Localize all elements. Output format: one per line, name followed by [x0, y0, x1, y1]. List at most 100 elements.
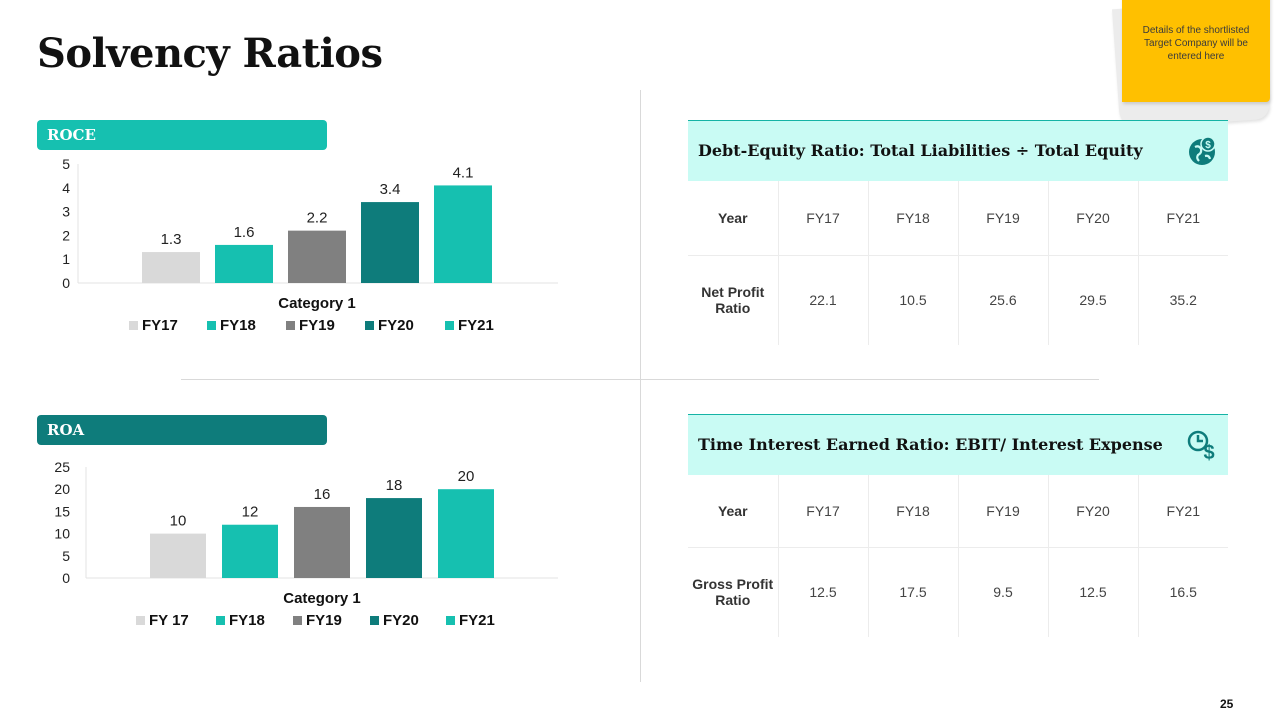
table-cell: Net Profit Ratio [688, 255, 779, 345]
table-row: Year FY17 FY18 FY19 FY20 FY21 [688, 181, 1228, 256]
table-cell: Gross Profit Ratio [688, 547, 779, 637]
x-category-label: Category 1 [278, 295, 356, 312]
interest-earned-panel: Time Interest Earned Ratio: EBIT/ Intere… [688, 414, 1228, 637]
legend-swatch [286, 321, 295, 330]
data-label: 18 [386, 477, 403, 494]
table-cell: FY21 [1138, 181, 1228, 256]
table-cell: 22.1 [778, 255, 869, 345]
bar [434, 185, 492, 283]
table-cell: FY21 [1138, 475, 1228, 548]
legend-swatch [365, 321, 374, 330]
table-cell: FY20 [1048, 475, 1139, 548]
debt-equity-panel: Debt-Equity Ratio: Total Liabilities ÷ T… [688, 120, 1228, 345]
y-tick-label: 5 [62, 548, 70, 564]
table-cell: FY18 [868, 181, 959, 256]
table-cell: FY18 [868, 475, 959, 548]
debt-equity-table: Year FY17 FY18 FY19 FY20 FY21 Net Profit… [688, 181, 1228, 345]
table-cell: Year [688, 475, 779, 548]
table-cell: FY17 [778, 181, 869, 256]
data-label: 10 [170, 513, 187, 530]
table-cell: FY19 [958, 475, 1049, 548]
y-tick-label: 25 [54, 459, 70, 475]
y-tick-label: 4 [62, 180, 70, 196]
interest-earned-table: Year FY17 FY18 FY19 FY20 FY21 Gross Prof… [688, 475, 1228, 637]
legend-label: FY19 [306, 612, 342, 629]
svg-text:$: $ [1205, 140, 1211, 151]
table-row: Year FY17 FY18 FY19 FY20 FY21 [688, 475, 1228, 548]
table-cell: Year [688, 181, 779, 256]
bar [142, 252, 200, 283]
y-tick-label: 3 [62, 204, 70, 220]
bar [438, 489, 494, 578]
roce-chart-svg: 0 1 2 3 4 5 1.3 1.6 2.2 3.4 4.1 Category 1 FY17 FY18 F… [62, 156, 558, 332]
legend-swatch [207, 321, 216, 330]
sticky-note-text: Details of the shortlisted Target Compan… [1142, 25, 1250, 62]
data-label: 3.4 [380, 181, 401, 198]
roce-chart: 0 1 2 3 4 5 1.3 1.6 2.2 3.4 4.1 Category 1 FY17 FY18 F… [40, 152, 580, 332]
y-tick-label: 20 [54, 481, 70, 497]
data-label: 1.3 [161, 231, 182, 248]
vertical-divider [640, 90, 641, 682]
table-cell: 16.5 [1169, 584, 1197, 601]
page-number: 25 [1220, 697, 1234, 711]
table-cell: 29.5 [1048, 255, 1139, 345]
y-tick-label: 10 [54, 526, 70, 542]
svg-text:$: $ [1203, 442, 1214, 461]
table-cell: FY19 [958, 181, 1049, 256]
legend-label: FY 17 [149, 612, 189, 629]
y-tick-label: 15 [54, 503, 70, 519]
clock-dollar-icon: $ [1187, 430, 1215, 461]
legend-label: FY18 [220, 317, 256, 332]
sticky-note: Details of the shortlisted Target Compan… [1111, 0, 1272, 130]
legend-swatch [370, 616, 379, 625]
legend-label: FY19 [299, 317, 335, 332]
table-cell: 17.5 [868, 547, 959, 637]
legend-label: FY17 [142, 317, 178, 332]
legend-swatch [446, 616, 455, 625]
legend-swatch [136, 616, 145, 625]
bar [288, 230, 346, 283]
table-row: Gross Profit Ratio 12.5 17.5 9.5 12.5 16… [688, 547, 1228, 637]
table-cell: 12.5 [1048, 547, 1139, 637]
debt-equity-heading: Debt-Equity Ratio: Total Liabilities ÷ T… [698, 141, 1143, 160]
legend-swatch [216, 616, 225, 625]
bar [366, 498, 422, 578]
y-tick-label: 2 [62, 227, 70, 243]
interest-earned-heading: Time Interest Earned Ratio: EBIT/ Intere… [698, 435, 1163, 454]
legend-label: FY20 [378, 317, 414, 332]
bar [222, 524, 278, 578]
dollar-globe-icon: $ [1189, 136, 1216, 165]
legend-label: FY18 [229, 612, 265, 629]
legend-label: FY20 [383, 612, 419, 629]
y-tick-label: 0 [62, 275, 70, 291]
legend-swatch [293, 616, 302, 625]
legend-swatch [129, 321, 138, 330]
data-label: 16 [314, 486, 331, 503]
bar [215, 244, 273, 283]
horizontal-divider [181, 379, 1099, 380]
page-title: Solvency Ratios [37, 30, 383, 77]
roa-chart: 0 5 10 15 20 25 10 12 16 18 20 Category 1 FY 17 FY18 F… [40, 455, 580, 630]
roa-section-label: ROA [37, 415, 327, 445]
bar [361, 202, 419, 283]
table-cell: 10.5 [868, 255, 959, 345]
table-cell: FY17 [778, 475, 869, 548]
y-tick-label: 5 [62, 156, 70, 172]
y-tick-label: 1 [62, 251, 70, 267]
roce-section-label: ROCE [37, 120, 327, 150]
table-cell: 9.5 [958, 547, 1049, 637]
legend-label: FY21 [459, 612, 495, 629]
sticky-note-paper [1122, 0, 1270, 102]
data-label: 20 [458, 468, 475, 485]
legend-label: FY21 [458, 317, 494, 332]
table-cell: 12.5 [778, 547, 869, 637]
data-label: 4.1 [453, 164, 474, 181]
roa-chart-svg: 0 5 10 15 20 25 10 12 16 18 20 Category 1 FY 17 FY18 F… [54, 459, 558, 629]
table-cell: 35.2 [1169, 292, 1197, 309]
legend-swatch [445, 321, 454, 330]
debt-equity-header: Debt-Equity Ratio: Total Liabilities ÷ T… [688, 120, 1228, 181]
x-category-label: Category 1 [283, 590, 361, 607]
table-cell: FY20 [1048, 181, 1139, 256]
data-label: 1.6 [234, 224, 255, 241]
table-cell: 25.6 [958, 255, 1049, 345]
